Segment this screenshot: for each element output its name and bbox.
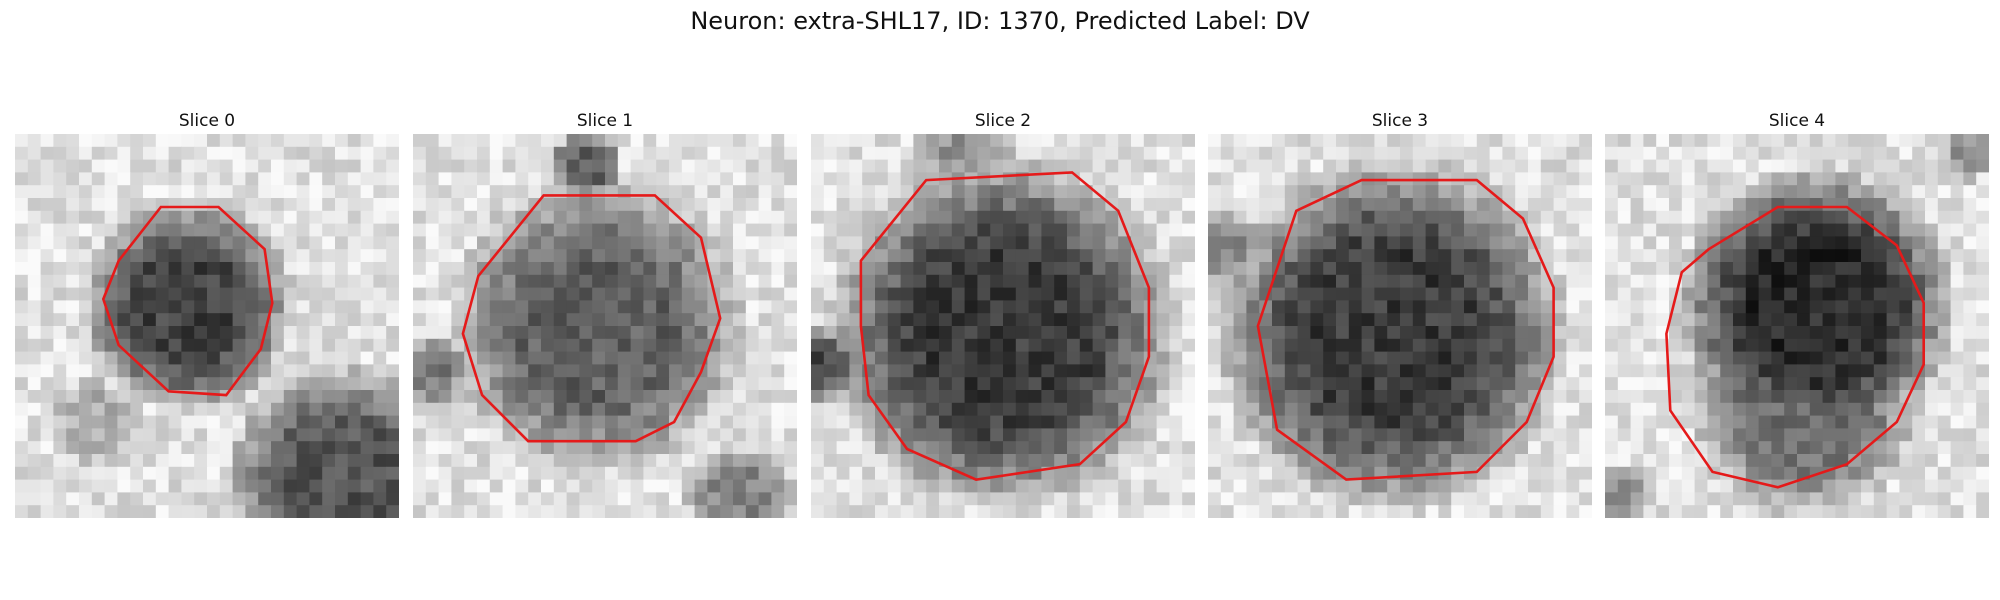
slice-title: Slice 0 bbox=[178, 111, 236, 131]
slice-image-canvas bbox=[811, 134, 1195, 518]
slice-image bbox=[413, 134, 797, 518]
roi-contour bbox=[101, 205, 274, 397]
roi-contour bbox=[461, 194, 722, 443]
roi-contour bbox=[859, 171, 1151, 481]
slice-image bbox=[811, 134, 1195, 518]
slice-title: Slice 2 bbox=[974, 111, 1032, 131]
slice-panel: Slice 4 bbox=[1605, 108, 1989, 518]
slice-panel: Slice 1 bbox=[413, 108, 797, 518]
slice-image-canvas bbox=[1605, 134, 1989, 518]
slice-title: Slice 3 bbox=[1371, 111, 1429, 131]
figure-title: Neuron: extra-SHL17, ID: 1370, Predicted… bbox=[690, 7, 1310, 35]
slice-image bbox=[1605, 134, 1989, 518]
slice-panel: Slice 2 bbox=[811, 108, 1195, 518]
slice-image-canvas bbox=[413, 134, 797, 518]
roi-contour bbox=[1256, 178, 1555, 481]
slice-panel: Slice 0 bbox=[15, 108, 399, 518]
slice-image bbox=[15, 134, 399, 518]
roi-contour bbox=[1665, 205, 1926, 489]
slice-image-canvas bbox=[15, 134, 399, 518]
slice-panel: Slice 3 bbox=[1208, 108, 1592, 518]
slice-image bbox=[1208, 134, 1592, 518]
slice-title: Slice 4 bbox=[1768, 111, 1826, 131]
slice-title: Slice 1 bbox=[576, 111, 634, 131]
slice-image-canvas bbox=[1208, 134, 1592, 518]
